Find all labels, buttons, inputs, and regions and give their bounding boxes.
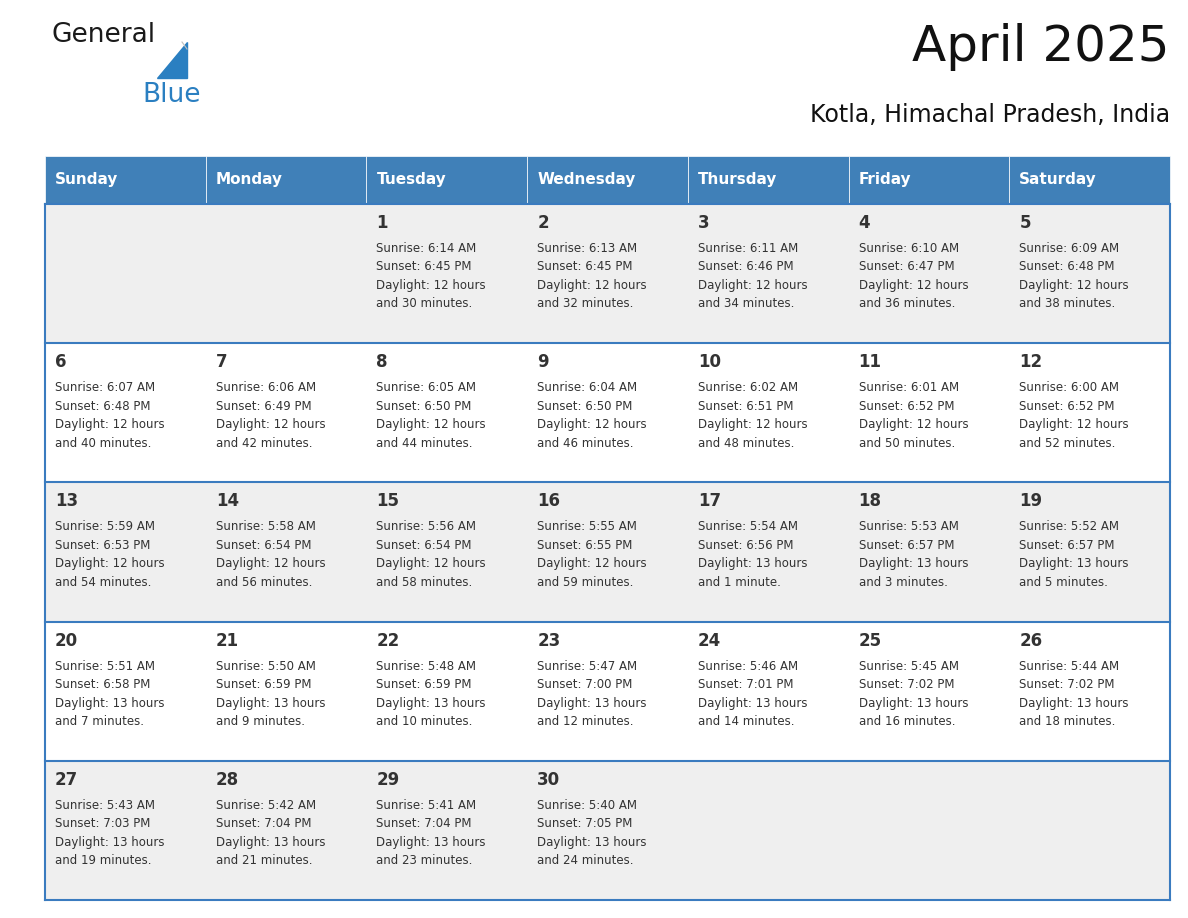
Text: April 2025: April 2025 bbox=[912, 23, 1170, 71]
Text: Sunrise: 6:10 AM
Sunset: 6:47 PM
Daylight: 12 hours
and 36 minutes.: Sunrise: 6:10 AM Sunset: 6:47 PM Dayligh… bbox=[859, 242, 968, 310]
Text: 3: 3 bbox=[697, 214, 709, 232]
Bar bbox=[45, 482, 1170, 621]
Text: Sunrise: 5:58 AM
Sunset: 6:54 PM
Daylight: 12 hours
and 56 minutes.: Sunrise: 5:58 AM Sunset: 6:54 PM Dayligh… bbox=[216, 521, 326, 589]
Text: Sunrise: 6:00 AM
Sunset: 6:52 PM
Daylight: 12 hours
and 52 minutes.: Sunrise: 6:00 AM Sunset: 6:52 PM Dayligh… bbox=[1019, 381, 1129, 450]
Text: 8: 8 bbox=[377, 353, 388, 371]
Text: General: General bbox=[52, 22, 156, 48]
Text: 15: 15 bbox=[377, 492, 399, 510]
Text: Sunrise: 6:07 AM
Sunset: 6:48 PM
Daylight: 12 hours
and 40 minutes.: Sunrise: 6:07 AM Sunset: 6:48 PM Dayligh… bbox=[55, 381, 165, 450]
Text: 12: 12 bbox=[1019, 353, 1042, 371]
Text: 9: 9 bbox=[537, 353, 549, 371]
Text: Kotla, Himachal Pradesh, India: Kotla, Himachal Pradesh, India bbox=[810, 103, 1170, 127]
Text: Thursday: Thursday bbox=[697, 173, 777, 187]
Text: Sunrise: 5:41 AM
Sunset: 7:04 PM
Daylight: 13 hours
and 23 minutes.: Sunrise: 5:41 AM Sunset: 7:04 PM Dayligh… bbox=[377, 799, 486, 868]
Text: Sunrise: 5:45 AM
Sunset: 7:02 PM
Daylight: 13 hours
and 16 minutes.: Sunrise: 5:45 AM Sunset: 7:02 PM Dayligh… bbox=[859, 660, 968, 728]
Text: Sunrise: 5:48 AM
Sunset: 6:59 PM
Daylight: 13 hours
and 10 minutes.: Sunrise: 5:48 AM Sunset: 6:59 PM Dayligh… bbox=[377, 660, 486, 728]
Text: 21: 21 bbox=[216, 632, 239, 650]
Text: 18: 18 bbox=[859, 492, 881, 510]
Text: 13: 13 bbox=[55, 492, 78, 510]
Text: 1: 1 bbox=[377, 214, 388, 232]
Text: 19: 19 bbox=[1019, 492, 1042, 510]
Text: Sunrise: 6:01 AM
Sunset: 6:52 PM
Daylight: 12 hours
and 50 minutes.: Sunrise: 6:01 AM Sunset: 6:52 PM Dayligh… bbox=[859, 381, 968, 450]
Text: Sunrise: 5:54 AM
Sunset: 6:56 PM
Daylight: 13 hours
and 1 minute.: Sunrise: 5:54 AM Sunset: 6:56 PM Dayligh… bbox=[697, 521, 808, 589]
Text: Monday: Monday bbox=[216, 173, 283, 187]
Text: 28: 28 bbox=[216, 771, 239, 789]
Text: Sunrise: 6:11 AM
Sunset: 6:46 PM
Daylight: 12 hours
and 34 minutes.: Sunrise: 6:11 AM Sunset: 6:46 PM Dayligh… bbox=[697, 242, 808, 310]
Text: 10: 10 bbox=[697, 353, 721, 371]
Text: 16: 16 bbox=[537, 492, 561, 510]
Text: Saturday: Saturday bbox=[1019, 173, 1097, 187]
Text: 4: 4 bbox=[859, 214, 870, 232]
Text: Sunrise: 6:13 AM
Sunset: 6:45 PM
Daylight: 12 hours
and 32 minutes.: Sunrise: 6:13 AM Sunset: 6:45 PM Dayligh… bbox=[537, 242, 646, 310]
Text: Sunrise: 6:02 AM
Sunset: 6:51 PM
Daylight: 12 hours
and 48 minutes.: Sunrise: 6:02 AM Sunset: 6:51 PM Dayligh… bbox=[697, 381, 808, 450]
Text: 29: 29 bbox=[377, 771, 399, 789]
Text: 20: 20 bbox=[55, 632, 78, 650]
Text: Sunrise: 5:56 AM
Sunset: 6:54 PM
Daylight: 12 hours
and 58 minutes.: Sunrise: 5:56 AM Sunset: 6:54 PM Dayligh… bbox=[377, 521, 486, 589]
Text: 26: 26 bbox=[1019, 632, 1042, 650]
Bar bbox=[45, 621, 1170, 761]
Bar bbox=[45, 761, 1170, 900]
Text: Sunrise: 5:47 AM
Sunset: 7:00 PM
Daylight: 13 hours
and 12 minutes.: Sunrise: 5:47 AM Sunset: 7:00 PM Dayligh… bbox=[537, 660, 646, 728]
Text: Wednesday: Wednesday bbox=[537, 173, 636, 187]
Text: Sunrise: 6:04 AM
Sunset: 6:50 PM
Daylight: 12 hours
and 46 minutes.: Sunrise: 6:04 AM Sunset: 6:50 PM Dayligh… bbox=[537, 381, 646, 450]
Bar bbox=[366, 156, 527, 204]
Text: Sunrise: 6:06 AM
Sunset: 6:49 PM
Daylight: 12 hours
and 42 minutes.: Sunrise: 6:06 AM Sunset: 6:49 PM Dayligh… bbox=[216, 381, 326, 450]
Text: 5: 5 bbox=[1019, 214, 1031, 232]
Text: Sunrise: 6:14 AM
Sunset: 6:45 PM
Daylight: 12 hours
and 30 minutes.: Sunrise: 6:14 AM Sunset: 6:45 PM Dayligh… bbox=[377, 242, 486, 310]
Text: Friday: Friday bbox=[859, 173, 911, 187]
Text: Sunrise: 5:44 AM
Sunset: 7:02 PM
Daylight: 13 hours
and 18 minutes.: Sunrise: 5:44 AM Sunset: 7:02 PM Dayligh… bbox=[1019, 660, 1129, 728]
Text: Sunrise: 5:55 AM
Sunset: 6:55 PM
Daylight: 12 hours
and 59 minutes.: Sunrise: 5:55 AM Sunset: 6:55 PM Dayligh… bbox=[537, 521, 646, 589]
Bar bbox=[45, 204, 1170, 343]
Text: 2: 2 bbox=[537, 214, 549, 232]
Text: Sunrise: 6:09 AM
Sunset: 6:48 PM
Daylight: 12 hours
and 38 minutes.: Sunrise: 6:09 AM Sunset: 6:48 PM Dayligh… bbox=[1019, 242, 1129, 310]
Bar bbox=[45, 156, 206, 204]
Text: Sunrise: 5:59 AM
Sunset: 6:53 PM
Daylight: 12 hours
and 54 minutes.: Sunrise: 5:59 AM Sunset: 6:53 PM Dayligh… bbox=[55, 521, 165, 589]
Text: 23: 23 bbox=[537, 632, 561, 650]
Text: 11: 11 bbox=[859, 353, 881, 371]
Bar bbox=[848, 156, 1010, 204]
Bar bbox=[527, 156, 688, 204]
Text: 24: 24 bbox=[697, 632, 721, 650]
Text: 30: 30 bbox=[537, 771, 561, 789]
Text: Sunday: Sunday bbox=[55, 173, 119, 187]
Text: 27: 27 bbox=[55, 771, 78, 789]
Text: 25: 25 bbox=[859, 632, 881, 650]
Text: Sunrise: 5:51 AM
Sunset: 6:58 PM
Daylight: 13 hours
and 7 minutes.: Sunrise: 5:51 AM Sunset: 6:58 PM Dayligh… bbox=[55, 660, 164, 728]
Text: 14: 14 bbox=[216, 492, 239, 510]
Text: Sunrise: 5:43 AM
Sunset: 7:03 PM
Daylight: 13 hours
and 19 minutes.: Sunrise: 5:43 AM Sunset: 7:03 PM Dayligh… bbox=[55, 799, 164, 868]
Text: Sunrise: 5:52 AM
Sunset: 6:57 PM
Daylight: 13 hours
and 5 minutes.: Sunrise: 5:52 AM Sunset: 6:57 PM Dayligh… bbox=[1019, 521, 1129, 589]
Bar bbox=[45, 343, 1170, 482]
Text: Tuesday: Tuesday bbox=[377, 173, 447, 187]
Text: Sunrise: 5:46 AM
Sunset: 7:01 PM
Daylight: 13 hours
and 14 minutes.: Sunrise: 5:46 AM Sunset: 7:01 PM Dayligh… bbox=[697, 660, 808, 728]
Polygon shape bbox=[157, 42, 187, 78]
Bar bbox=[688, 156, 848, 204]
Text: 22: 22 bbox=[377, 632, 399, 650]
Text: Sunrise: 5:40 AM
Sunset: 7:05 PM
Daylight: 13 hours
and 24 minutes.: Sunrise: 5:40 AM Sunset: 7:05 PM Dayligh… bbox=[537, 799, 646, 868]
Text: Sunrise: 6:05 AM
Sunset: 6:50 PM
Daylight: 12 hours
and 44 minutes.: Sunrise: 6:05 AM Sunset: 6:50 PM Dayligh… bbox=[377, 381, 486, 450]
Text: Sunrise: 5:50 AM
Sunset: 6:59 PM
Daylight: 13 hours
and 9 minutes.: Sunrise: 5:50 AM Sunset: 6:59 PM Dayligh… bbox=[216, 660, 326, 728]
Bar bbox=[206, 156, 366, 204]
Text: 6: 6 bbox=[55, 353, 67, 371]
Text: Sunrise: 5:42 AM
Sunset: 7:04 PM
Daylight: 13 hours
and 21 minutes.: Sunrise: 5:42 AM Sunset: 7:04 PM Dayligh… bbox=[216, 799, 326, 868]
Text: Sunrise: 5:53 AM
Sunset: 6:57 PM
Daylight: 13 hours
and 3 minutes.: Sunrise: 5:53 AM Sunset: 6:57 PM Dayligh… bbox=[859, 521, 968, 589]
Text: 17: 17 bbox=[697, 492, 721, 510]
Text: Blue: Blue bbox=[143, 82, 201, 108]
Text: 7: 7 bbox=[216, 353, 227, 371]
Bar bbox=[1010, 156, 1170, 204]
